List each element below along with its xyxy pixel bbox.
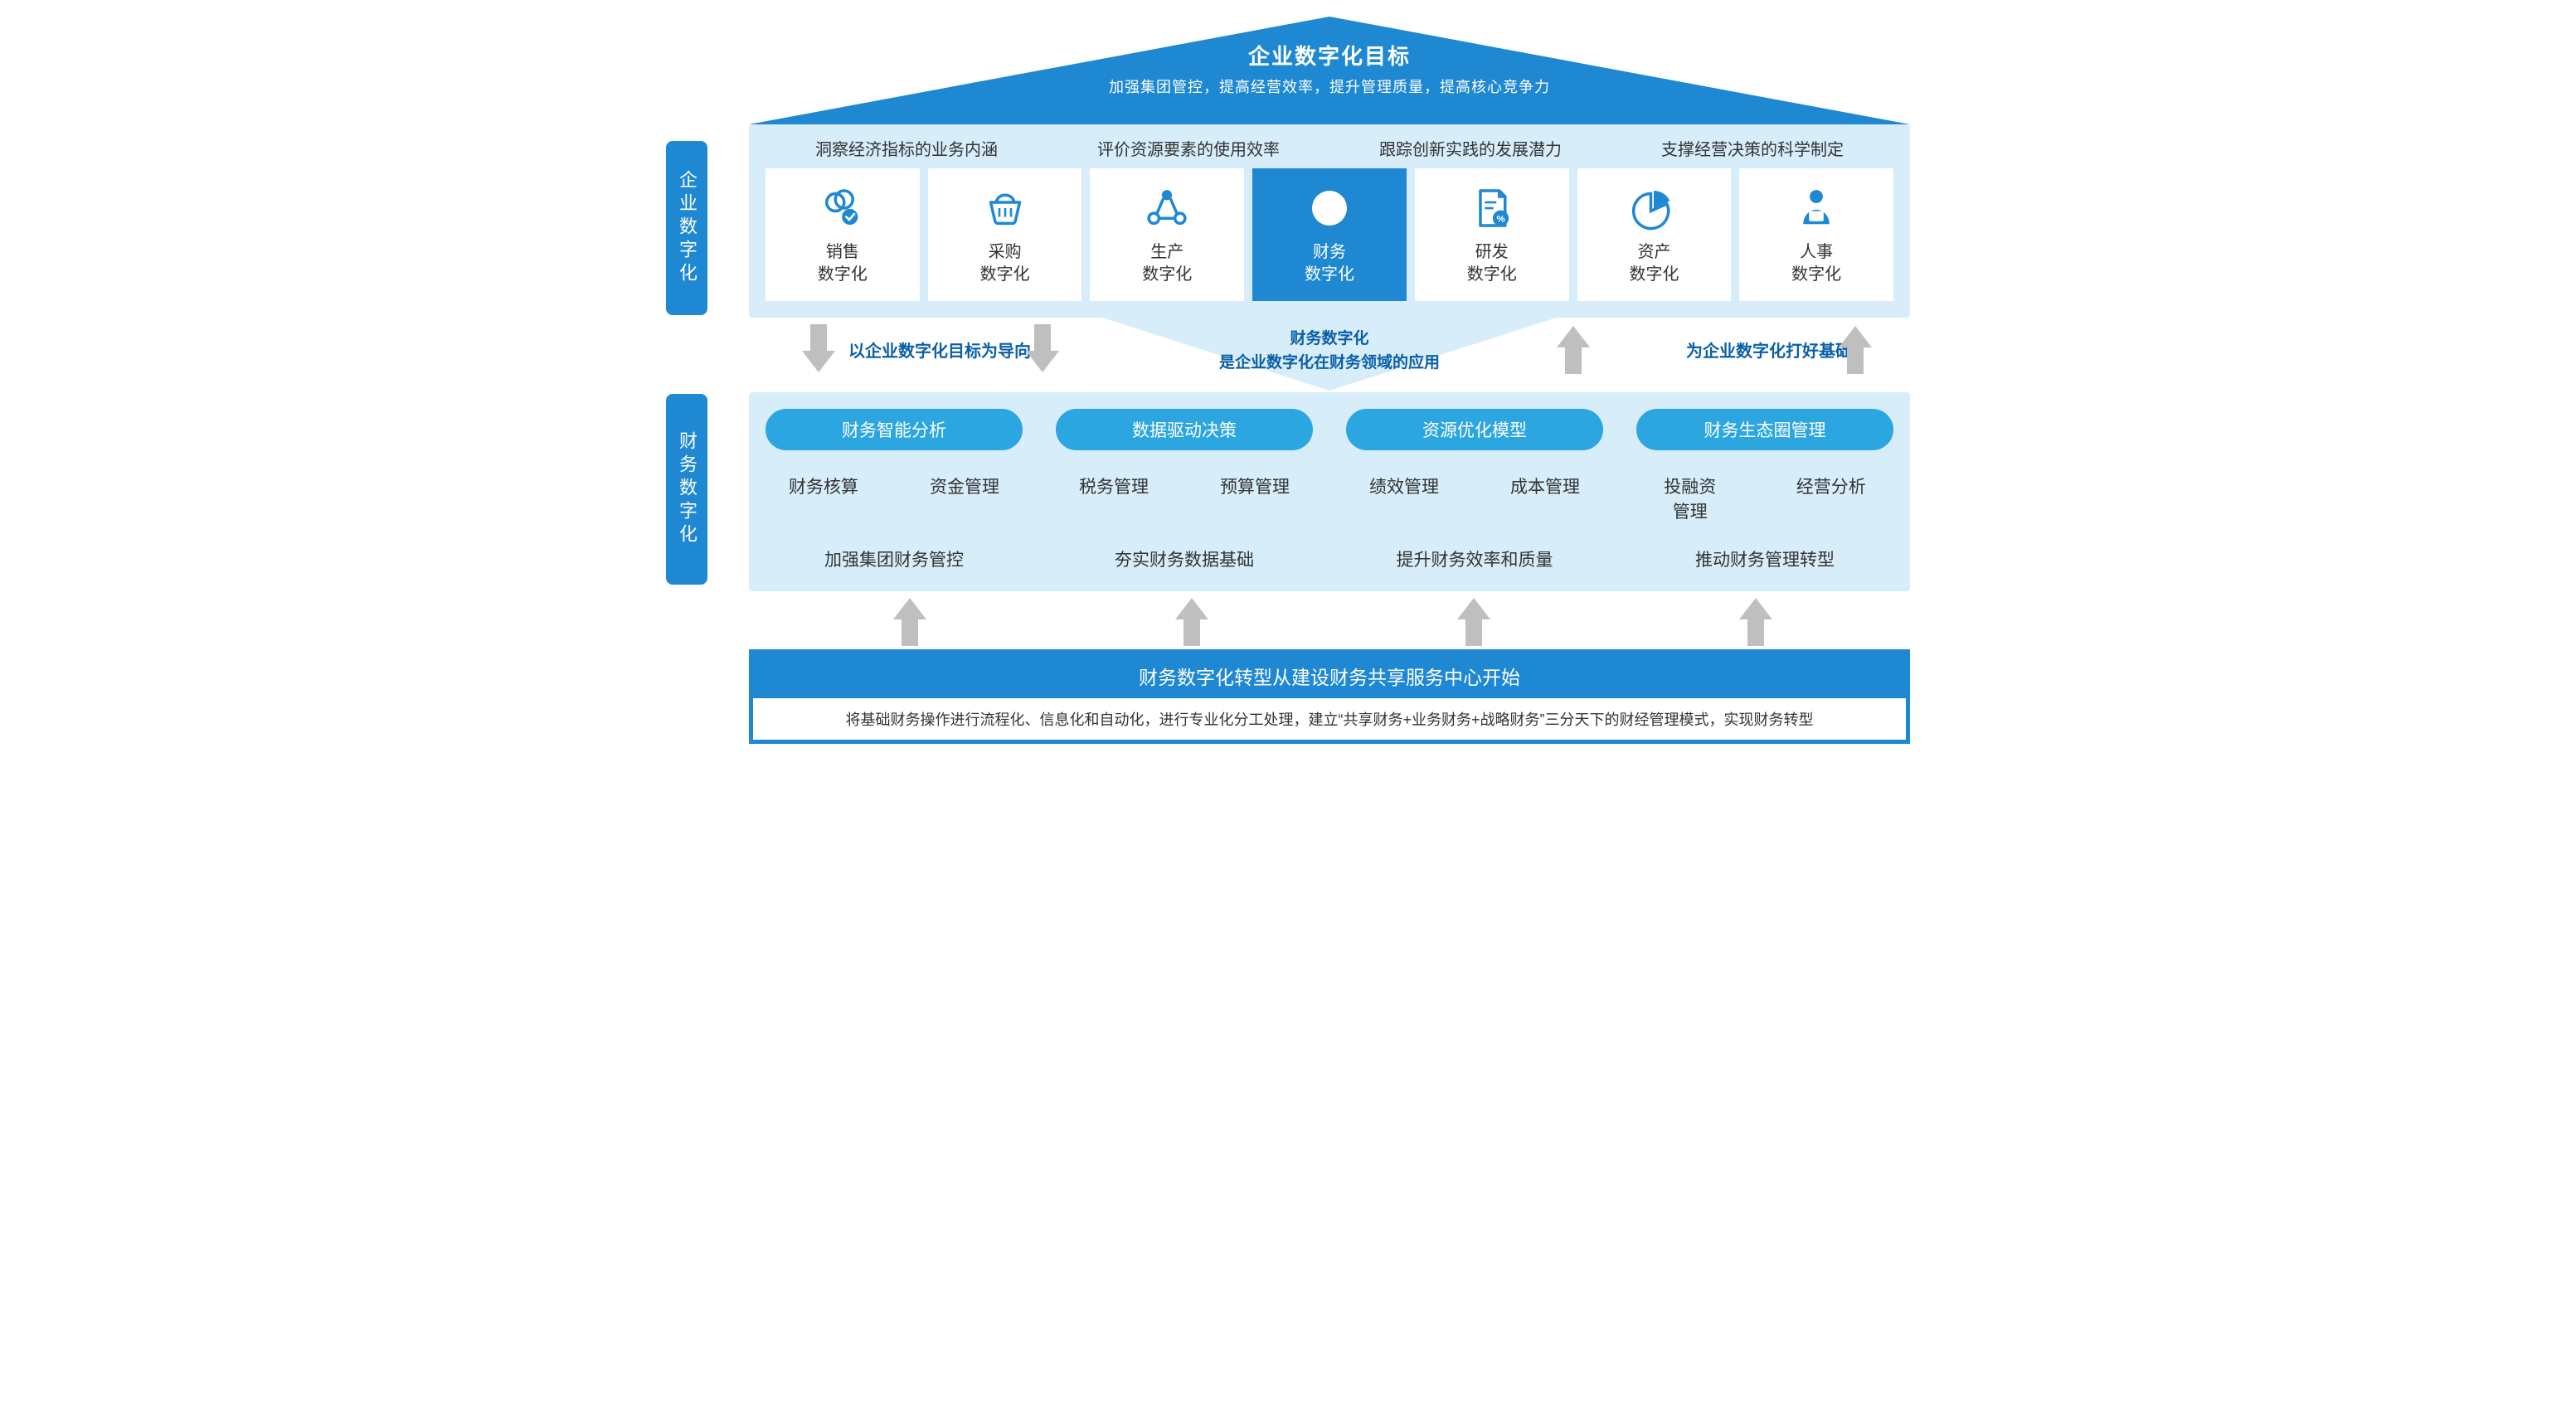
bottom-title: 财务数字化转型从建设财务共享服务中心开始 <box>753 653 1906 698</box>
pair-item: 资金管理 <box>930 474 999 523</box>
arrow-up-icon <box>890 596 930 646</box>
arrow-down-icon <box>799 324 838 374</box>
roof-subtitle: 加强集团管控，提高经营效率，提升管理质量，提高核心竞争力 <box>749 75 1910 97</box>
roof-title: 企业数字化目标 <box>749 40 1910 70</box>
pair-item: 投融资管理 <box>1664 474 1716 523</box>
arrow-up-icon <box>1835 324 1875 374</box>
pair-group: 投融资管理 经营分析 <box>1636 474 1893 523</box>
sales-icon <box>818 183 868 233</box>
card-basket: 采购数字化 <box>928 168 1082 301</box>
roof-banner: 企业数字化目标 加强集团管控，提高经营效率，提升管理质量，提高核心竞争力 <box>749 17 1910 124</box>
summary-item: 推动财务管理转型 <box>1636 546 1893 571</box>
card-label: 生产数字化 <box>1142 241 1192 286</box>
arrow-up-icon <box>1553 324 1593 374</box>
enterprise-section: 洞察经济指标的业务内涵评价资源要素的使用效率跟踪创新实践的发展潜力支撑经营决策的… <box>749 124 1910 318</box>
card-label: 采购数字化 <box>980 241 1030 286</box>
arrow-up-icon <box>1736 596 1776 646</box>
arrow-down-icon <box>1023 324 1062 374</box>
summary-item: 加强集团财务管控 <box>766 546 1023 571</box>
connector-row-1: 财务数字化 是企业数字化在财务领域的应用 以企业数字化目标为导向 为企业数字化打… <box>749 318 1910 392</box>
pair-item: 税务管理 <box>1079 474 1149 523</box>
pie-icon <box>1629 183 1679 233</box>
pair-group: 财务核算 资金管理 <box>766 474 1023 523</box>
card-label: 人事数字化 <box>1791 241 1841 286</box>
pair-item: 预算管理 <box>1220 474 1290 523</box>
yen-icon <box>1305 183 1354 233</box>
pair-item: 成本管理 <box>1510 474 1580 523</box>
card-sales: 销售数字化 <box>766 168 920 301</box>
wedge-line2: 是企业数字化在财务领域的应用 <box>1097 352 1562 376</box>
side-tab-enterprise: 企业数字化 <box>666 141 707 315</box>
doc-icon: % <box>1467 183 1517 233</box>
card-label: 销售数字化 <box>818 241 868 286</box>
arrow-up-icon <box>1454 596 1494 646</box>
pill: 财务生态圈管理 <box>1636 409 1893 450</box>
arrow-up-icon <box>1172 596 1212 646</box>
card-person: 人事数字化 <box>1739 168 1893 301</box>
card-yen: 财务数字化 <box>1252 168 1407 301</box>
summary-item: 提升财务效率和质量 <box>1346 546 1603 571</box>
bottom-bar: 财务数字化转型从建设财务共享服务中心开始 将基础财务操作进行流程化、信息化和自动… <box>749 649 1910 744</box>
section1-header: 评价资源要素的使用效率 <box>1047 136 1329 160</box>
center-wedge: 财务数字化 是企业数字化在财务领域的应用 <box>1097 316 1562 391</box>
card-doc: % 研发数字化 <box>1415 168 1569 301</box>
side-tab-finance: 财务数字化 <box>666 394 707 585</box>
connector-left-label: 以企业数字化目标为导向 <box>848 338 1031 362</box>
pair-group: 税务管理 预算管理 <box>1056 474 1313 523</box>
pair-item: 财务核算 <box>789 474 858 523</box>
section1-header: 支撑经营决策的科学制定 <box>1611 136 1893 160</box>
pair-item: 绩效管理 <box>1369 474 1439 523</box>
pill: 资源优化模型 <box>1346 409 1603 450</box>
card-pie: 资产数字化 <box>1577 168 1732 301</box>
bottom-subtitle: 将基础财务操作进行流程化、信息化和自动化，进行专业化分工处理，建立“共享财务+业… <box>753 698 1906 740</box>
finance-section: 财务智能分析数据驱动决策资源优化模型财务生态圈管理 财务核算 资金管理 税务管理 预算… <box>749 392 1910 591</box>
pair-item: 经营分析 <box>1796 474 1866 523</box>
basket-icon <box>980 183 1030 233</box>
section1-header: 洞察经济指标的业务内涵 <box>766 136 1047 160</box>
share-icon <box>1142 183 1192 233</box>
card-label: 研发数字化 <box>1467 241 1517 286</box>
card-label: 资产数字化 <box>1629 241 1679 286</box>
svg-text:%: % <box>1496 215 1504 225</box>
pill: 数据驱动决策 <box>1056 409 1313 450</box>
summary-item: 夯实财务数据基础 <box>1056 546 1313 571</box>
connector-row-2 <box>749 591 1910 649</box>
person-icon <box>1791 183 1841 233</box>
pill: 财务智能分析 <box>766 409 1023 450</box>
card-label: 财务数字化 <box>1305 241 1354 286</box>
section1-header: 跟踪创新实践的发展潜力 <box>1329 136 1611 160</box>
card-share: 生产数字化 <box>1090 168 1244 301</box>
wedge-line1: 财务数字化 <box>1097 328 1562 352</box>
pair-group: 绩效管理 成本管理 <box>1346 474 1603 523</box>
connector-right-label: 为企业数字化打好基础 <box>1686 338 1852 362</box>
